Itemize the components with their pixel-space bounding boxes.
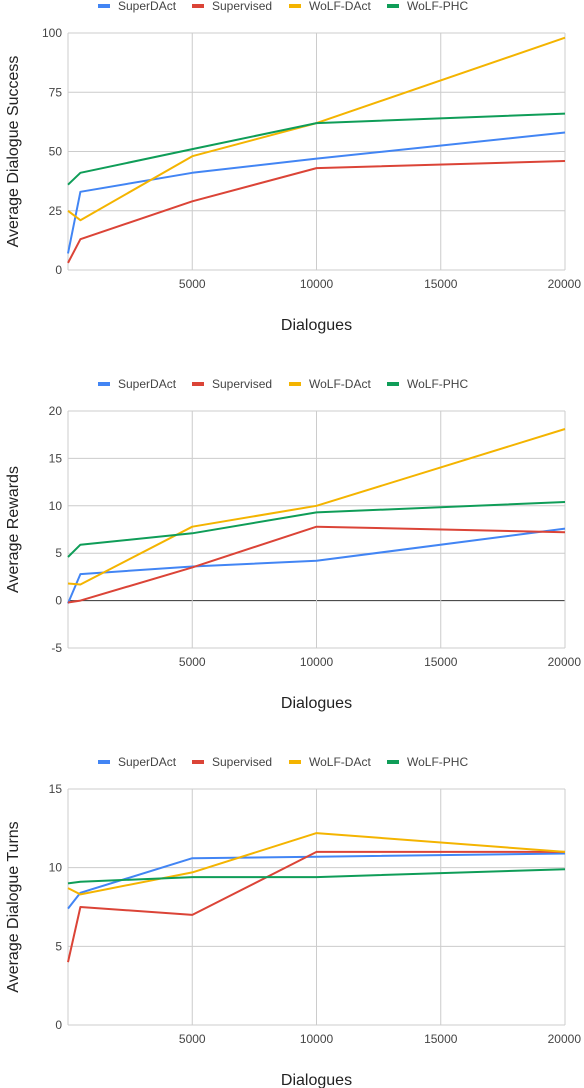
x-tick-label: 20000	[548, 655, 582, 669]
legend-swatch	[289, 382, 301, 386]
y-tick-label: 0	[55, 263, 62, 277]
y-tick-label: 50	[49, 145, 63, 159]
legend-swatch	[192, 760, 204, 764]
y-tick-label: 5	[55, 939, 62, 953]
legend-label: WoLF-DAct	[309, 0, 371, 13]
x-axis-title: Dialogues	[281, 1072, 352, 1088]
legend-label: WoLF-PHC	[407, 755, 468, 769]
x-axis-title: Dialogues	[281, 695, 352, 712]
y-tick-label: 0	[55, 594, 62, 608]
y-tick-label: 5	[55, 546, 62, 560]
y-tick-label: 100	[42, 26, 62, 40]
legend-swatch	[387, 382, 399, 386]
legend-label: SuperDAct	[118, 755, 177, 769]
chart-panel-3: 0 5 10 15 5000 10000 15000 20000 SuperDAct Superv…	[5, 755, 581, 1088]
x-tick-label: 15000	[424, 655, 458, 669]
y-tick-label: 15	[49, 782, 63, 796]
legend-swatch	[192, 382, 204, 386]
x-tick-label: 5000	[179, 655, 206, 669]
series-line-supervised	[67, 160, 566, 264]
series-line-wolf-dact	[67, 428, 566, 586]
series-line-wolf-phc	[67, 501, 566, 558]
series-line-wolf-dact	[67, 36, 566, 222]
y-tick-label: 20	[49, 404, 63, 418]
series-line-supervised	[67, 525, 566, 604]
y-tick-label: 10	[49, 861, 63, 875]
x-axis-title: Dialogues	[281, 317, 352, 334]
legend-label: SuperDAct	[118, 0, 177, 13]
legend: SuperDAct Supervised WoLF-DAct WoLF-PHC	[98, 377, 468, 391]
series-line-wolf-phc	[67, 112, 566, 186]
legend-label: Supervised	[212, 755, 272, 769]
x-tick-label: 15000	[424, 277, 458, 291]
x-tick-label: 5000	[179, 277, 206, 291]
legend-label: SuperDAct	[118, 377, 177, 391]
x-tick-label: 15000	[424, 1032, 458, 1046]
y-tick-label: 15	[49, 451, 63, 465]
series-line-wolf-phc	[67, 868, 566, 885]
legend-swatch	[387, 4, 399, 8]
legend-swatch	[192, 4, 204, 8]
y-axis-title: Average Rewards	[5, 466, 22, 593]
x-tick-label: 10000	[300, 655, 334, 669]
legend-label: WoLF-PHC	[407, 0, 468, 13]
y-axis-title: Average Dialogue Turns	[5, 821, 22, 992]
series-line-wolf-dact	[67, 832, 566, 896]
legend: SuperDAct Supervised WoLF-DAct WoLF-PHC	[98, 0, 468, 13]
legend-swatch	[98, 760, 110, 764]
legend-label: WoLF-DAct	[309, 377, 371, 391]
y-tick-label: 75	[49, 85, 63, 99]
legend-label: Supervised	[212, 377, 272, 391]
legend-swatch	[289, 4, 301, 8]
x-tick-label: 20000	[548, 277, 582, 291]
legend-label: Supervised	[212, 0, 272, 13]
x-tick-label: 10000	[300, 277, 334, 291]
legend-swatch	[98, 4, 110, 8]
x-tick-label: 10000	[300, 1032, 334, 1046]
legend-swatch	[289, 760, 301, 764]
legend-swatch	[387, 760, 399, 764]
y-tick-label: 25	[49, 204, 63, 218]
series-line-supervised	[67, 850, 565, 963]
series-line-superdact	[67, 852, 566, 910]
y-axis-title: Average Dialogue Success	[5, 56, 22, 248]
x-tick-label: 20000	[548, 1032, 582, 1046]
y-tick-label: -5	[51, 641, 62, 655]
legend-label: WoLF-PHC	[407, 377, 468, 391]
y-tick-label: 0	[55, 1018, 62, 1032]
legend: SuperDAct Supervised WoLF-DAct WoLF-PHC	[98, 755, 468, 769]
x-tick-label: 5000	[179, 1032, 206, 1046]
y-tick-label: 10	[49, 499, 63, 513]
legend-label: WoLF-DAct	[309, 755, 371, 769]
series-line-superdact	[67, 131, 566, 254]
legend-swatch	[98, 382, 110, 386]
